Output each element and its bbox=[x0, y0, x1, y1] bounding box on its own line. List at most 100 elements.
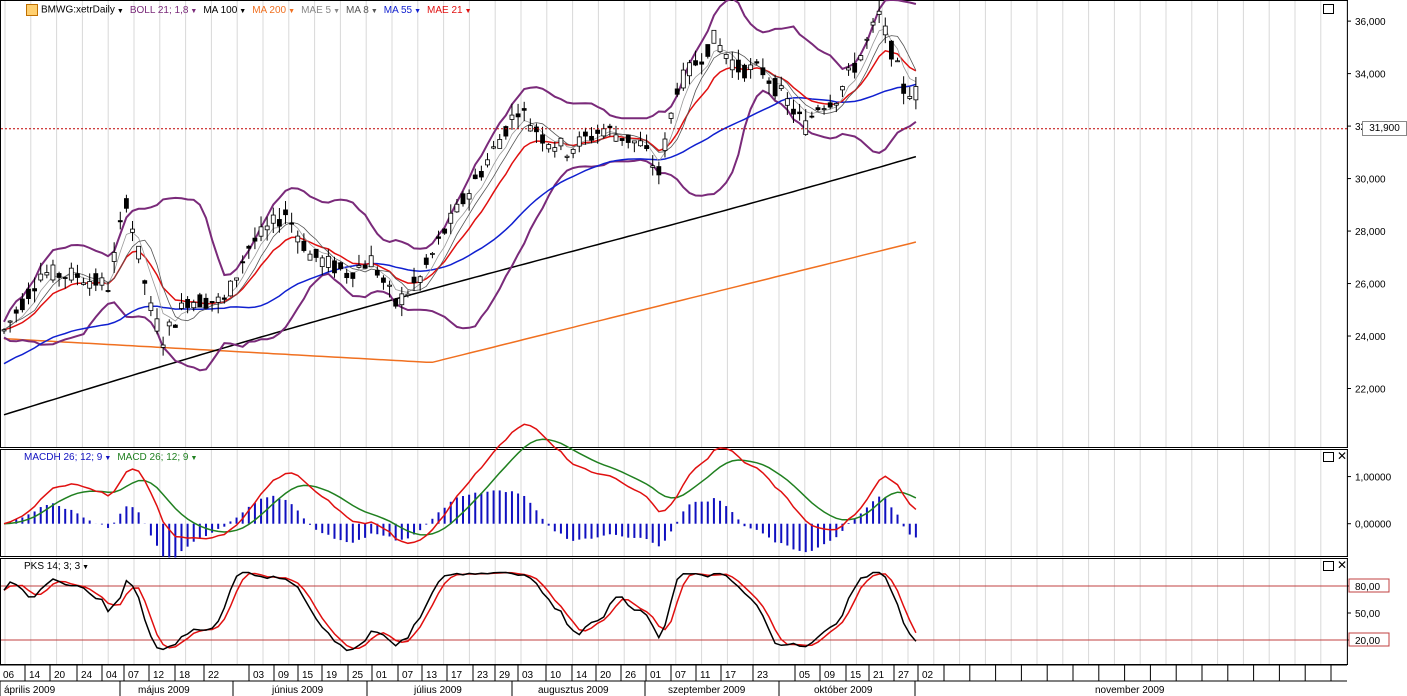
candle bbox=[172, 324, 178, 328]
candle bbox=[589, 135, 594, 141]
candle bbox=[350, 272, 356, 279]
macd-signal-line bbox=[3, 438, 917, 536]
candle bbox=[650, 165, 656, 168]
legend-mae5[interactable]: MAE 5 ▼ bbox=[301, 4, 341, 16]
y-tick-label: 30,000 bbox=[1355, 175, 1386, 186]
chevron-down-icon: ▼ bbox=[370, 7, 378, 15]
stoch-y-tick-label: 80,00 bbox=[1355, 582, 1380, 593]
candle bbox=[723, 53, 729, 59]
x-tick-label: 21 bbox=[873, 670, 885, 681]
month-label: május 2009 bbox=[138, 685, 190, 696]
candle bbox=[778, 85, 784, 89]
legend-ma100[interactable]: MA 100 ▼ bbox=[203, 4, 247, 16]
x-tick-label: 14 bbox=[29, 670, 41, 681]
chevron-down-icon: ▼ bbox=[239, 7, 247, 15]
legend-ma55[interactable]: MA 55 ▼ bbox=[383, 4, 422, 16]
candle bbox=[7, 320, 13, 323]
candle bbox=[852, 62, 858, 73]
stoch-line bbox=[3, 571, 917, 652]
candle bbox=[552, 147, 558, 152]
candle bbox=[38, 273, 44, 281]
candle bbox=[521, 108, 527, 111]
candle bbox=[166, 321, 172, 327]
close-macd-panel-button[interactable]: ✕ bbox=[1337, 449, 1348, 463]
candle bbox=[368, 255, 374, 268]
candle bbox=[270, 214, 276, 224]
candle bbox=[656, 166, 662, 176]
macd-y-tick-label: 1,00000 bbox=[1355, 473, 1392, 484]
candle bbox=[215, 296, 221, 303]
y-tick-label: 26,000 bbox=[1355, 280, 1386, 291]
stoch-y-tick-label: 50,00 bbox=[1355, 609, 1380, 620]
month-label: július 2009 bbox=[413, 685, 462, 696]
candle bbox=[601, 128, 607, 137]
x-tick-label: 01 bbox=[650, 670, 662, 681]
candle bbox=[124, 198, 129, 209]
close-stoch-panel-button[interactable]: ✕ bbox=[1337, 558, 1348, 572]
candle bbox=[901, 83, 907, 94]
maximize-macd-panel-button[interactable] bbox=[1323, 452, 1334, 462]
macd-y-tick-label: 0,00000 bbox=[1355, 520, 1392, 531]
x-tick-label: 09 bbox=[278, 670, 290, 681]
month-label: augusztus 2009 bbox=[538, 685, 609, 696]
candle bbox=[809, 115, 815, 118]
legend-boll[interactable]: BOLL 21; 1,8 ▼ bbox=[129, 4, 198, 16]
legend-ma200[interactable]: MA 200 ▼ bbox=[252, 4, 296, 16]
candle bbox=[570, 148, 576, 154]
maximize-stoch-panel-button[interactable] bbox=[1323, 561, 1334, 571]
candle bbox=[240, 261, 246, 264]
x-tick-label: 13 bbox=[426, 670, 438, 681]
candle bbox=[99, 277, 105, 286]
chevron-down-icon: ▼ bbox=[190, 454, 198, 462]
symbol-label[interactable]: BMWG:xetrDaily ▼ bbox=[26, 4, 124, 16]
candle bbox=[772, 78, 778, 97]
legend-ma8[interactable]: MA 8 ▼ bbox=[346, 4, 378, 16]
candle bbox=[766, 80, 772, 84]
candle bbox=[429, 253, 435, 255]
x-tick-label: 10 bbox=[550, 670, 562, 681]
chevron-down-icon: ▼ bbox=[116, 7, 124, 15]
candle bbox=[833, 103, 839, 106]
candle bbox=[221, 297, 227, 300]
candle bbox=[56, 273, 62, 278]
candle bbox=[142, 280, 148, 284]
legend-macd[interactable]: MACD 26; 12; 9 ▼ bbox=[117, 451, 198, 463]
maximize-price-panel-button[interactable] bbox=[1323, 4, 1334, 14]
candle bbox=[791, 108, 796, 115]
chevron-down-icon: ▼ bbox=[333, 7, 341, 15]
x-tick-label: 03 bbox=[253, 670, 265, 681]
x-tick-label: 09 bbox=[824, 670, 836, 681]
candle bbox=[460, 193, 466, 205]
month-label: október 2009 bbox=[814, 685, 873, 696]
candle bbox=[625, 134, 631, 143]
candle bbox=[693, 60, 698, 66]
stoch-y-tick-label: 20,00 bbox=[1355, 636, 1380, 647]
candle bbox=[754, 61, 760, 64]
candle bbox=[191, 301, 197, 309]
legend-pks[interactable]: PKS 14; 3; 3 ▼ bbox=[24, 560, 90, 572]
chevron-down-icon: ▼ bbox=[288, 7, 296, 15]
candle bbox=[209, 301, 215, 304]
candle bbox=[283, 209, 288, 216]
candle bbox=[185, 299, 191, 308]
candle bbox=[607, 125, 613, 129]
candle bbox=[50, 264, 56, 281]
candle bbox=[93, 273, 99, 286]
candle bbox=[613, 134, 619, 142]
candle bbox=[638, 140, 643, 147]
candle bbox=[81, 282, 86, 285]
candle bbox=[687, 62, 692, 77]
price-legend: BMWG:xetrDaily ▼ BOLL 21; 1,8 ▼ MA 100 ▼ MA… bbox=[26, 3, 472, 17]
legend-macdh[interactable]: MACDH 26; 12; 9 ▼ bbox=[24, 451, 112, 463]
x-tick-label: 04 bbox=[106, 670, 118, 681]
candle bbox=[864, 38, 870, 41]
candle bbox=[497, 139, 503, 149]
candle bbox=[117, 220, 123, 223]
x-tick-label: 19 bbox=[326, 670, 338, 681]
y-tick-label: 34,000 bbox=[1355, 70, 1386, 81]
candle bbox=[466, 193, 472, 200]
candle bbox=[711, 29, 717, 44]
stoch-level-tag bbox=[1348, 578, 1390, 593]
legend-mae21[interactable]: MAE 21 ▼ bbox=[427, 4, 472, 16]
